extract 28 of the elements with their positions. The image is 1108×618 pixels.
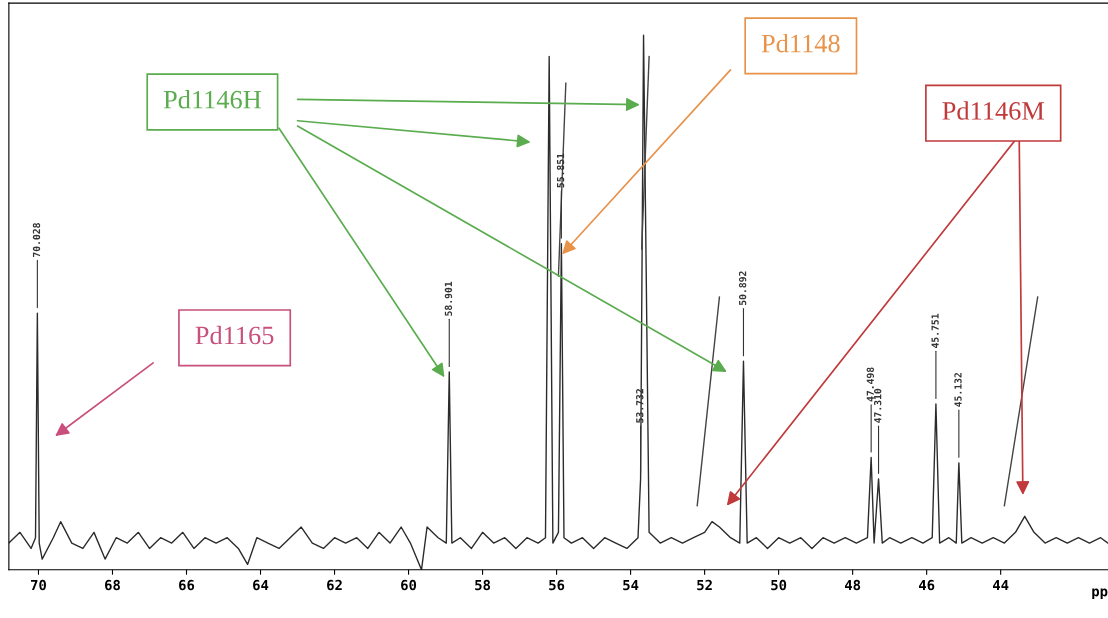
annotation: 50.892 <box>738 271 747 306</box>
x-tick-label: 48 <box>844 579 861 591</box>
x-tick-label: 64 <box>253 579 269 591</box>
x-tick-label: 44 <box>993 579 1009 591</box>
x-tick-label: 68 <box>105 579 120 591</box>
x-tick-label: 60 <box>401 579 417 591</box>
annotation: Pd1146M <box>942 101 1045 120</box>
annotation: 45.751 <box>931 313 939 349</box>
annotation: 47.310 <box>874 388 882 423</box>
annotation: Pd1146H <box>163 90 261 109</box>
annotation: 58.901 <box>444 281 453 316</box>
annotation: 53.732 <box>636 389 644 423</box>
x-tick-label: 66 <box>179 579 195 591</box>
x-tick-label: 52 <box>697 579 712 591</box>
annotation: 55.851 <box>556 153 565 188</box>
annotation: Pd1165 <box>195 325 274 345</box>
annotation: 70.028 <box>32 223 41 257</box>
x-tick-label: 62 <box>327 579 342 591</box>
annotation: 45.132 <box>954 373 962 407</box>
x-tick-label: 50 <box>771 579 787 591</box>
annotation: 47.498 <box>866 367 875 402</box>
x-tick-label: 70 <box>31 579 46 591</box>
x-tick-label: 56 <box>549 579 565 591</box>
x-tick-label: 58 <box>475 579 491 591</box>
x-tick-label: 54 <box>623 579 639 591</box>
annotation: Pd1148 <box>761 33 840 53</box>
x-tick-label: 46 <box>918 579 935 591</box>
x-axis-title: pp <box>1092 588 1108 600</box>
